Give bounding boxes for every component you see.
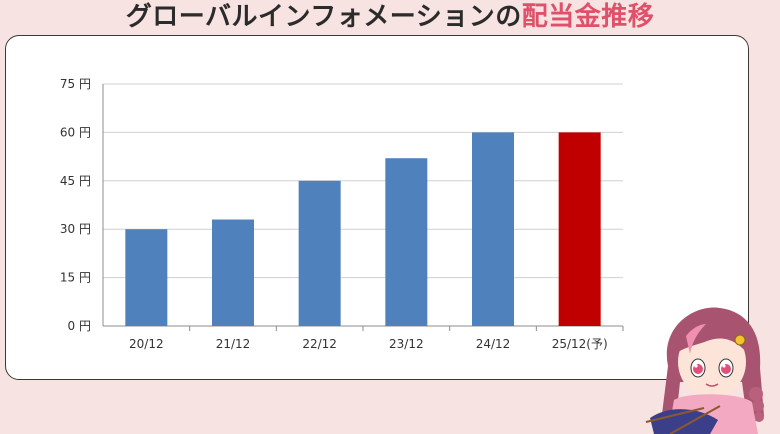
y-tick-label: 0 円	[68, 319, 91, 333]
bar	[385, 158, 428, 326]
bar	[212, 219, 254, 326]
y-tick-label: 45 円	[60, 174, 91, 188]
bar	[472, 132, 514, 326]
bar	[298, 180, 341, 326]
bar	[125, 229, 168, 326]
y-tick-label: 15 円	[60, 271, 91, 285]
x-tick-label: 21/12	[216, 337, 251, 351]
x-tick-label: 22/12	[302, 337, 337, 351]
chart-card: 0 円 15 円 30 円 45 円 60 円 75 円 20/12 21/12 22/12 23…	[5, 35, 749, 380]
bar-forecast	[558, 132, 601, 326]
mascot-illustration	[645, 307, 764, 434]
x-tick-label: 20/12	[129, 337, 164, 351]
y-tick-label: 60 円	[60, 125, 91, 139]
y-tick-label: 75 円	[60, 77, 91, 91]
page-title: グローバルインフォメーションの配当金推移	[0, 0, 780, 34]
page-title-accent: 配当金推移	[521, 2, 655, 32]
dividend-bar-chart: 0 円 15 円 30 円 45 円 60 円 75 円 20/12 21/12 22/12 23…	[60, 77, 624, 351]
x-tick-label: 24/12	[476, 337, 511, 351]
x-tick-label: 25/12(予)	[552, 337, 608, 351]
y-tick-label: 30 円	[60, 222, 91, 236]
page-title-main: グローバルインフォメーションの	[125, 2, 522, 32]
x-tick-label: 23/12	[389, 337, 424, 351]
